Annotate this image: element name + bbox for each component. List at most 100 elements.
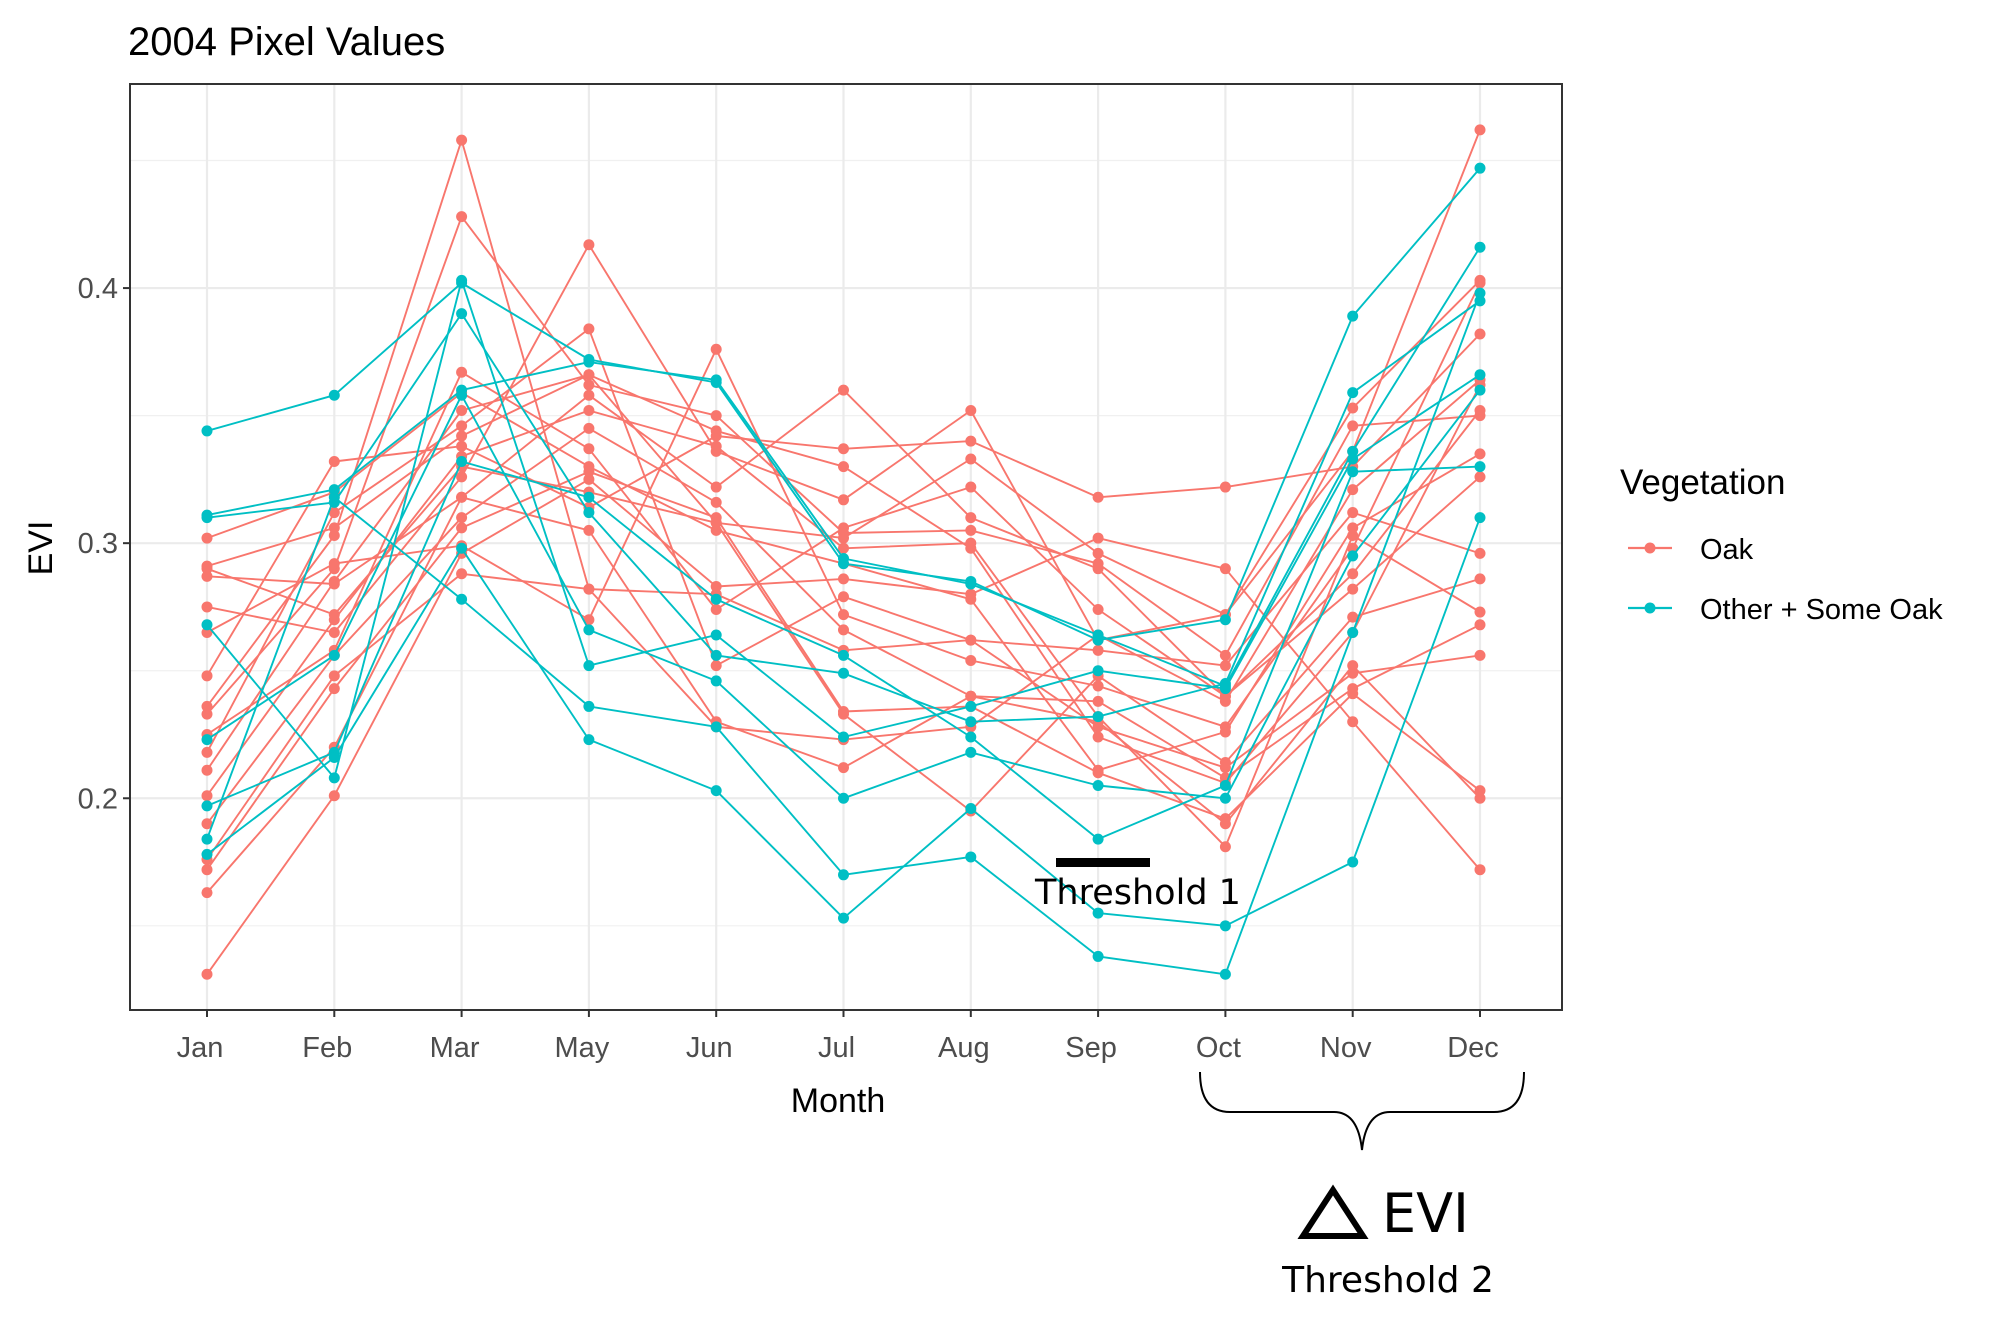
threshold-1-bar (1056, 858, 1150, 867)
data-point (1219, 614, 1231, 626)
data-point (838, 762, 849, 774)
series-oak-14 (201, 384, 1486, 702)
data-point (838, 573, 849, 585)
data-point (838, 624, 849, 636)
data-point (1347, 626, 1359, 638)
data-point (710, 425, 722, 437)
data-point (201, 626, 213, 638)
x-axis-title: Month (791, 1082, 886, 1120)
data-point (583, 389, 595, 401)
x-tick-label: Mar (430, 1032, 480, 1064)
data-point (1092, 665, 1104, 677)
data-point (1347, 387, 1359, 399)
data-point (1347, 667, 1359, 679)
x-tick-label: May (555, 1032, 610, 1064)
data-point (1092, 721, 1104, 733)
series-other-some-oak-22 (201, 384, 1486, 804)
data-point (456, 274, 468, 286)
data-point (456, 308, 468, 320)
data-point (710, 496, 722, 508)
series-other-some-oak-23 (201, 456, 1486, 845)
data-point (583, 405, 595, 417)
data-point (965, 405, 977, 417)
data-point (1219, 813, 1231, 825)
data-point (201, 570, 213, 582)
legend-key-point (1644, 602, 1656, 614)
data-point (1219, 757, 1231, 769)
data-point (710, 374, 722, 386)
data-point (328, 751, 340, 763)
data-point (583, 443, 595, 455)
data-point (965, 481, 977, 493)
data-point (583, 624, 595, 636)
x-tick-label: Sep (1065, 1032, 1117, 1064)
data-point (1474, 573, 1486, 585)
data-point (1474, 512, 1486, 524)
data-point (1347, 445, 1359, 457)
data-point (1474, 124, 1486, 136)
data-point (710, 785, 722, 797)
data-point (1347, 420, 1359, 432)
plot-panel-border (129, 83, 1563, 1011)
delta-triangle-icon (1297, 1184, 1369, 1239)
data-point (1219, 841, 1231, 853)
data-point (201, 619, 213, 631)
data-point (965, 851, 977, 863)
data-point (1219, 660, 1231, 672)
data-point (1219, 920, 1231, 932)
data-point (710, 593, 722, 605)
data-point (1474, 461, 1486, 473)
data-point (328, 530, 340, 542)
data-point (838, 667, 849, 679)
data-point (456, 471, 468, 483)
data-point (1219, 792, 1231, 804)
data-point (1474, 619, 1486, 631)
data-point (583, 369, 595, 381)
data-point (456, 512, 468, 524)
data-point (838, 542, 849, 554)
data-point (583, 524, 595, 536)
data-point (1219, 563, 1231, 575)
data-point (1347, 402, 1359, 414)
data-point (328, 649, 340, 661)
data-point (838, 609, 849, 621)
data-point (838, 912, 849, 924)
data-point (965, 524, 977, 536)
data-point (838, 552, 849, 564)
data-point (328, 609, 340, 621)
data-point (965, 453, 977, 465)
data-point (965, 731, 977, 743)
data-point (1474, 785, 1486, 797)
data-point (838, 461, 849, 473)
data-point (965, 690, 977, 702)
data-point (710, 581, 722, 593)
data-point (201, 968, 213, 980)
legend: Vegetation Oak Other + Some Oak (1620, 463, 1943, 626)
data-point (201, 746, 213, 758)
data-point (1219, 683, 1231, 695)
data-point (1474, 448, 1486, 460)
legend-label-oak: Oak (1700, 534, 1754, 566)
data-point (1092, 532, 1104, 544)
x-tick-label: Jun (686, 1032, 733, 1064)
data-point (1219, 968, 1231, 980)
data-point (328, 484, 340, 496)
y-tick-label: 0.4 (78, 273, 118, 305)
data-point (201, 790, 213, 802)
data-point (1347, 522, 1359, 534)
legend-item-oak: Oak (1628, 534, 1754, 566)
data-point (965, 435, 977, 447)
data-point (1474, 241, 1486, 253)
x-tick-label: Oct (1196, 1032, 1241, 1064)
data-point (1474, 384, 1486, 396)
data-point (328, 507, 340, 519)
data-point (965, 634, 977, 646)
data-point (1347, 583, 1359, 595)
threshold-1-label: Threshold 1 (1034, 873, 1241, 913)
data-point (710, 410, 722, 422)
data-point (1347, 611, 1359, 623)
data-point (965, 700, 977, 712)
data-point (1474, 606, 1486, 618)
series-oak-4 (201, 422, 1486, 830)
